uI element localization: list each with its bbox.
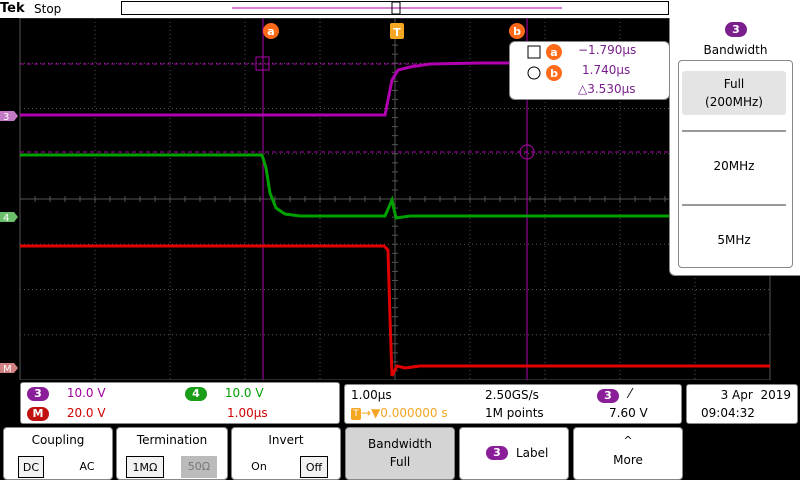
trigger-level: 7.60 V: [609, 406, 648, 420]
graticule-grid: [19, 18, 771, 380]
more-button[interactable]: ^ More: [573, 427, 683, 480]
separator: [682, 204, 786, 206]
svg-text:3: 3: [3, 112, 9, 123]
bandwidth-options: Full (200MHz) 20MHz 5MHz: [678, 60, 793, 268]
bandwidth-value: Full: [389, 455, 411, 469]
math-scale: 20.0 V: [66, 406, 106, 420]
label-channel-badge: 3: [486, 446, 508, 460]
cursor-a-marker-label: a: [267, 25, 274, 38]
invert-label: Invert: [268, 433, 304, 447]
math-badge: M: [27, 407, 49, 421]
label-text: Label: [516, 446, 549, 460]
bandwidth-button[interactable]: Bandwidth Full: [345, 427, 455, 480]
cursor-a-value: −1.790µs: [578, 43, 637, 57]
date: 3 Apr 2019: [720, 388, 791, 402]
trigger-slope-icon: ⁄: [629, 387, 632, 402]
bandwidth-option-full[interactable]: Full (200MHz): [682, 71, 786, 115]
cursor-a-box: [255, 56, 270, 71]
record-length: 1M points: [485, 406, 544, 420]
svg-text:a: a: [550, 46, 557, 59]
ch4-marker: 4: [0, 212, 18, 224]
trigger-position: T →▼0.000000 s: [351, 406, 448, 420]
bandwidth-channel-badge: 3: [725, 22, 747, 37]
invert-on-option[interactable]: On: [251, 460, 267, 473]
more-up-chevron-icon: ^: [623, 434, 633, 447]
top-status-bar: Tek Stop: [0, 0, 800, 18]
math-time-scale: 1.00µs: [227, 406, 268, 420]
ch3-waveform: [20, 61, 670, 117]
trigger-position-marker: T: [390, 23, 404, 39]
bandwidth-option-full-label: Full: [723, 77, 745, 91]
datetime-readout: 3 Apr 2019 09:04:32: [686, 384, 798, 424]
ch4-waveform: [20, 153, 670, 220]
record-view-bar[interactable]: [121, 1, 669, 15]
cursor-b-value: 1.740µs: [582, 63, 631, 77]
trigger-position-value: 0.000000 s: [380, 406, 448, 420]
cursor-delta-value: △3.530µs: [578, 82, 636, 96]
termination-button[interactable]: Termination 1MΩ 50Ω: [116, 427, 228, 480]
invert-button[interactable]: Invert On Off: [231, 427, 341, 480]
bandwidth-option-20mhz[interactable]: 20MHz: [713, 159, 755, 173]
cursor-b-marker-label: b: [513, 25, 521, 38]
coupling-button[interactable]: Coupling DC AC: [3, 427, 113, 480]
math-marker: M: [0, 363, 18, 375]
more-label: More: [613, 453, 643, 467]
coupling-label: Coupling: [31, 433, 85, 447]
waveform-display[interactable]: 3 4 M a b T: [0, 18, 800, 380]
trigger-arrow-icon: →▼: [361, 406, 381, 420]
acquisition-state: Stop: [34, 2, 62, 16]
cursor-a-marker: a: [263, 23, 279, 39]
ch4-scale: 10.0 V: [224, 386, 264, 400]
bandwidth-label: Bandwidth: [368, 437, 432, 451]
ch3-scale: 10.0 V: [66, 386, 106, 400]
math-waveform: [20, 244, 770, 377]
bandwidth-option-full-sub: (200MHz): [705, 95, 763, 109]
invert-off-option[interactable]: Off: [300, 456, 328, 478]
cursor-b-circle: [519, 144, 535, 160]
svg-text:b: b: [550, 67, 558, 80]
trigger-marker-label: T: [393, 26, 401, 39]
label-button[interactable]: 3 Label: [459, 427, 569, 480]
coupling-dc-option[interactable]: DC: [18, 456, 44, 478]
termination-50ohm-option: 50Ω: [181, 456, 217, 478]
cursor-readout[interactable]: a b −1.790µs 1.740µs △3.530µs: [509, 41, 670, 100]
sample-rate: 2.50GS/s: [485, 388, 539, 402]
termination-label: Termination: [136, 433, 208, 447]
bandwidth-menu-title: Bandwidth: [703, 43, 768, 57]
ch3-marker: 3: [0, 111, 18, 123]
separator: [682, 130, 786, 132]
cursor-b-marker: b: [509, 23, 525, 39]
svg-text:4: 4: [3, 213, 9, 224]
horizontal-trigger-readout[interactable]: 1.00µs 2.50GS/s T →▼0.000000 s 1M points …: [344, 384, 682, 424]
bandwidth-side-menu: 3 Bandwidth Full (200MHz) 20MHz 5MHz: [669, 18, 800, 276]
trigger-t-icon: T: [351, 407, 361, 420]
ch3-badge: 3: [27, 387, 49, 401]
time-per-div: 1.00µs: [351, 388, 392, 402]
brand-logo: Tek: [0, 1, 25, 16]
ch4-badge: 4: [185, 387, 207, 401]
bandwidth-option-5mhz[interactable]: 5MHz: [717, 233, 751, 247]
coupling-ac-option[interactable]: AC: [79, 460, 95, 473]
trigger-channel-badge: 3: [597, 389, 619, 403]
cursor-readout-icons: a b: [527, 44, 562, 81]
termination-1mohm-option[interactable]: 1MΩ: [126, 456, 164, 478]
time: 09:04:32: [701, 406, 755, 420]
svg-text:M: M: [3, 364, 12, 375]
vertical-readout[interactable]: 3 10.0 V 4 10.0 V M 20.0 V 1.00µs: [20, 382, 340, 424]
